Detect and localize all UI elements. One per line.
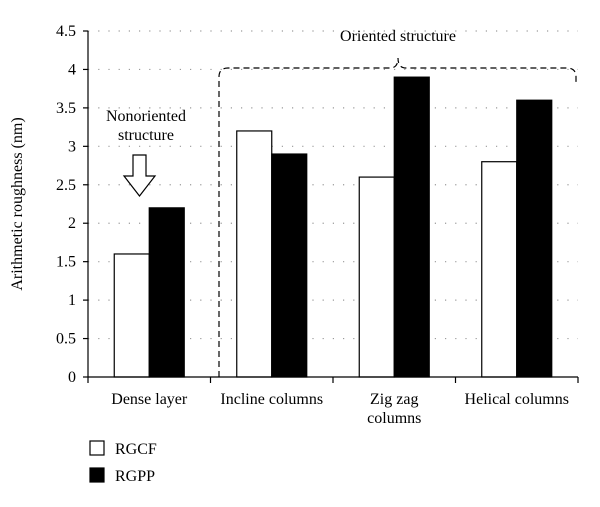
x-category-label: Dense layer <box>111 391 188 408</box>
y-tick-label: 4 <box>68 61 76 78</box>
bars <box>113 76 553 378</box>
x-category-label: Incline columns <box>220 391 323 408</box>
y-tick-label: 3.5 <box>56 100 76 117</box>
x-category-label: columns <box>367 410 421 427</box>
x-category-label: Helical columns <box>465 391 569 408</box>
legend-label-rgpp: RGPP <box>115 468 155 485</box>
oriented-annotation: Oriented structure <box>218 28 577 377</box>
y-tick-label: 0.5 <box>56 331 76 348</box>
bar-rgcf-3 <box>358 176 395 378</box>
bar-rgcf-4 <box>481 161 518 378</box>
oriented-bracket <box>218 57 577 377</box>
nonoriented-label-line2: structure <box>118 127 174 144</box>
bar-rgpp-2 <box>271 153 308 378</box>
legend: RGCF RGPP <box>89 440 157 485</box>
y-tick-label: 3 <box>68 138 76 155</box>
y-axis-label: Arithmetic roughness (nm) <box>9 117 26 290</box>
y-tick-label: 4.5 <box>56 23 76 40</box>
legend-label-rgcf: RGCF <box>115 441 157 458</box>
y-tick-label: 2.5 <box>56 177 76 194</box>
bar-rgpp-3 <box>393 76 430 378</box>
nonoriented-label-line1: Nonoriented <box>106 108 186 125</box>
bar-rgpp-4 <box>516 99 553 378</box>
y-tick-label: 0 <box>68 369 76 386</box>
legend-swatch-rgcf <box>89 440 105 456</box>
y-tick-label: 1.5 <box>56 254 76 271</box>
y-ticks: 0 0.5 1 1.5 2 2.5 3 3.5 4 4.5 <box>56 23 88 386</box>
oriented-label: Oriented structure <box>340 28 456 45</box>
nonoriented-annotation: Nonoriented structure <box>106 108 186 197</box>
x-category-label: Zig zag <box>370 391 418 408</box>
y-tick-label: 1 <box>68 292 76 309</box>
bar-rgcf-2 <box>236 130 273 378</box>
legend-swatch-rgpp <box>89 467 105 483</box>
bar-rgcf-1 <box>113 253 150 378</box>
y-tick-label: 2 <box>68 215 76 232</box>
down-arrow-icon <box>122 154 157 197</box>
bar-rgpp-1 <box>148 207 185 378</box>
x-ticks: Dense layer Incline columns Zig zag columns… <box>87 377 579 427</box>
